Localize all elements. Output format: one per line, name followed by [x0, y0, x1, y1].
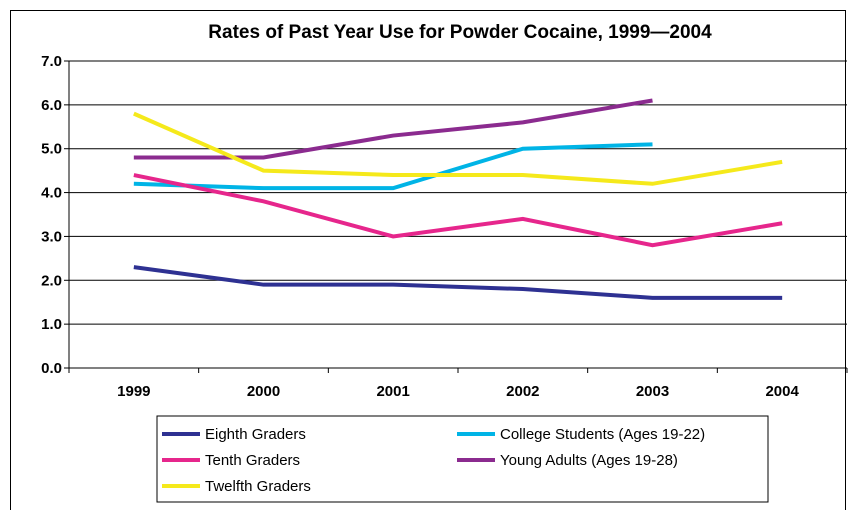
series-line [133, 111, 783, 186]
legend: Eighth Graders College Students (Ages 19-… [156, 415, 769, 503]
series-line [133, 98, 653, 160]
y-tick-label: 2.0 [41, 272, 62, 289]
x-tick-label: 2001 [376, 383, 409, 400]
chart-title: Rates of Past Year Use for Powder Cocain… [208, 22, 712, 43]
legend-label: Tenth Graders [205, 452, 300, 469]
y-tick-label: 6.0 [41, 97, 62, 114]
legend-label: College Students (Ages 19-22) [500, 426, 705, 443]
series-line [133, 173, 783, 248]
y-tick-label: 5.0 [41, 141, 62, 158]
series-line [133, 142, 653, 191]
y-tick-label: 4.0 [41, 185, 62, 202]
x-tick-label: 2002 [506, 383, 539, 400]
x-tick-label: 2004 [765, 383, 799, 400]
x-tick-label: 2003 [636, 383, 669, 400]
y-tick-label: 0.0 [41, 360, 62, 377]
y-tick-label: 3.0 [41, 228, 62, 245]
chart-frame [10, 10, 846, 510]
y-tick-label: 7.0 [41, 53, 62, 70]
legend-label: Twelfth Graders [205, 478, 311, 495]
series-line [133, 265, 783, 300]
y-tick-label: 1.0 [41, 316, 62, 333]
x-tick-label: 2000 [247, 383, 280, 400]
plot-area: 0.0 1.0 2.0 3.0 4.0 5.0 6.0 7.0 1999 2000 2001 2002… [41, 53, 848, 400]
x-tick-label: 1999 [117, 383, 150, 400]
legend-label: Young Adults (Ages 19-28) [500, 452, 678, 469]
legend-label: Eighth Graders [205, 426, 306, 443]
